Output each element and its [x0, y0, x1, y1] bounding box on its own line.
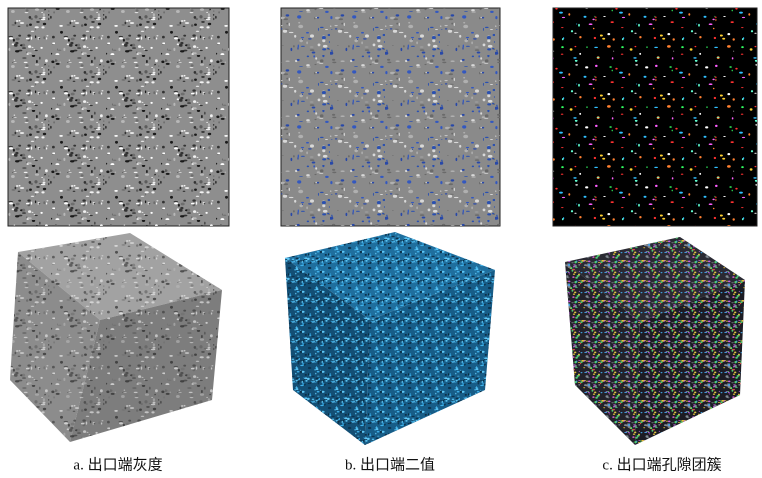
cube-a-texture: [10, 233, 222, 442]
images: [8, 8, 757, 445]
caption: b. 出口端二值: [345, 456, 435, 473]
gray-texture: [8, 8, 229, 226]
cube-c-texture: [565, 237, 745, 445]
caption: a. 出口端灰度: [73, 456, 162, 473]
caption: c. 出口端孔隙团簇: [602, 455, 721, 473]
cluster-texture: [553, 8, 757, 226]
binary-texture: [281, 8, 500, 226]
figure: a. 出口端灰度 b. 出口端二值 c. 出口端孔隙团簇: [0, 0, 762, 478]
cube-b-texture: [285, 232, 495, 445]
